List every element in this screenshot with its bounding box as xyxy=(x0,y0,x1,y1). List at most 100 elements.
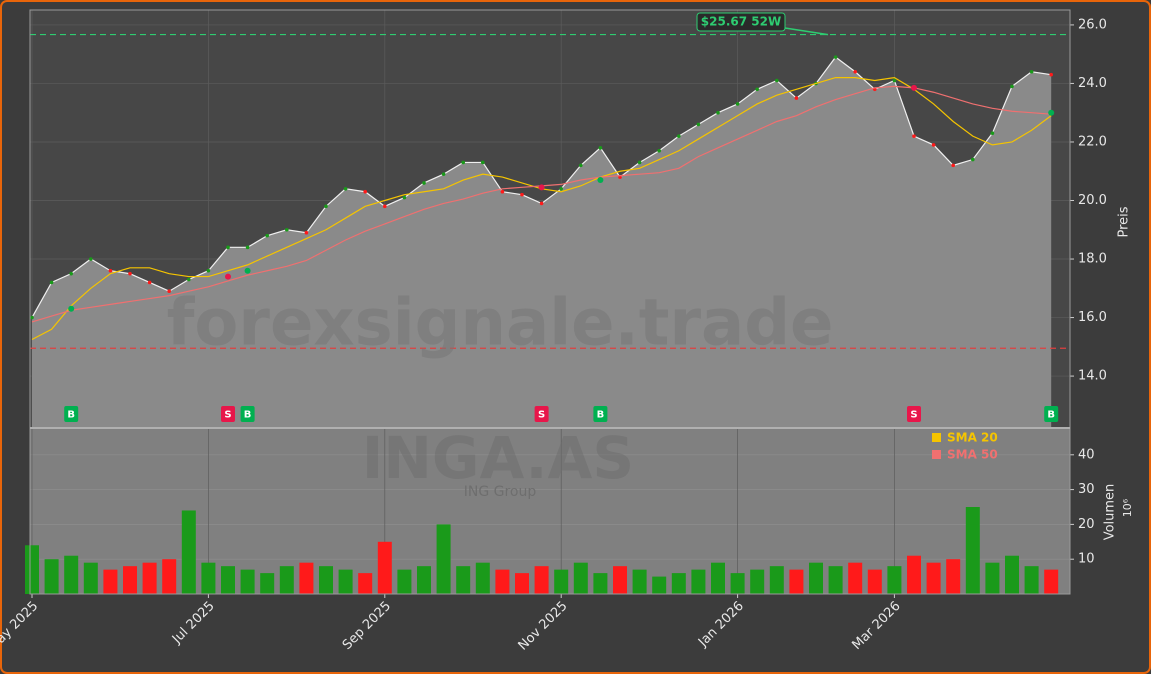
volume-scale-label: 10⁶ xyxy=(1121,498,1134,517)
signal-point xyxy=(244,267,251,274)
close-point xyxy=(951,163,955,168)
volume-bar xyxy=(279,566,294,594)
legend-label: SMA 20 xyxy=(947,431,998,445)
volume-bar xyxy=(691,569,706,594)
volume-bar xyxy=(946,559,961,594)
signal-badge xyxy=(221,406,235,422)
close-point xyxy=(657,148,661,153)
volume-bar xyxy=(887,566,902,594)
volume-bar xyxy=(1044,569,1059,594)
close-point xyxy=(716,110,720,115)
close-point xyxy=(69,271,73,276)
volume-bar xyxy=(809,562,823,594)
volume-bar xyxy=(985,562,1000,594)
close-point xyxy=(265,233,270,238)
y-tick-label: 22.0 xyxy=(1078,134,1107,149)
signal-badge xyxy=(1044,406,1059,422)
close-point xyxy=(912,134,916,138)
volume-bar xyxy=(64,555,79,594)
volume-bar xyxy=(358,573,373,594)
y-tick-label: 20 xyxy=(1078,517,1095,532)
close-point xyxy=(481,160,485,165)
y-tick-label: 40 xyxy=(1078,447,1095,462)
close-point xyxy=(735,102,740,106)
close-point xyxy=(441,172,446,176)
signal-label: S xyxy=(538,410,545,421)
legend-swatch xyxy=(932,450,941,459)
close-point xyxy=(520,192,524,197)
close-point xyxy=(500,189,505,194)
y-tick-label: 10 xyxy=(1078,552,1095,567)
signal-badge xyxy=(240,406,255,422)
volume-bar xyxy=(44,559,59,594)
close-point xyxy=(49,280,54,285)
volume-bar xyxy=(475,562,490,594)
close-point xyxy=(324,204,328,209)
y-tick-label: 18.0 xyxy=(1078,252,1107,267)
volume-bar xyxy=(221,566,235,594)
close-point xyxy=(128,271,132,276)
close-point xyxy=(971,157,975,162)
close-point xyxy=(539,201,544,206)
close-point xyxy=(559,186,563,191)
close-point xyxy=(1010,84,1014,89)
close-point xyxy=(285,227,289,232)
volume-bar xyxy=(181,510,196,594)
legend-label: SMA 50 xyxy=(947,448,998,462)
y-tick-label: 24.0 xyxy=(1078,76,1107,91)
volume-bar xyxy=(750,569,765,594)
close-point xyxy=(147,280,152,285)
close-point xyxy=(402,195,407,200)
volume-bar xyxy=(867,569,882,594)
signal-point xyxy=(225,273,231,280)
close-point xyxy=(245,245,250,250)
signal-badge xyxy=(593,406,608,422)
close-point xyxy=(677,134,681,138)
volume-bar xyxy=(828,566,843,594)
signal-point xyxy=(68,305,75,312)
volume-bar xyxy=(730,573,745,594)
close-point xyxy=(794,96,799,100)
close-point xyxy=(598,146,603,150)
volume-bar xyxy=(534,566,549,594)
volume-bar xyxy=(711,562,725,594)
close-point xyxy=(696,122,701,127)
volume-bar xyxy=(652,576,667,594)
signal-point xyxy=(911,84,917,91)
close-point xyxy=(167,289,171,294)
volume-bar xyxy=(142,562,157,594)
volume-bar xyxy=(338,569,353,594)
watermark: forexsignale.trade xyxy=(167,287,834,361)
volume-bar xyxy=(103,569,118,594)
close-point xyxy=(383,204,387,209)
close-point xyxy=(1049,72,1053,77)
volume-axis-label: Volumen xyxy=(1103,484,1118,541)
volume-bar xyxy=(965,506,980,594)
price-axis-label: Preis xyxy=(1117,206,1132,237)
close-point xyxy=(853,69,857,74)
volume-bar xyxy=(848,562,863,594)
volume-bar xyxy=(162,559,177,594)
close-point xyxy=(990,131,995,135)
close-point xyxy=(108,268,113,273)
signal-label: B xyxy=(244,410,252,421)
signal-badge xyxy=(64,406,79,422)
volume-bar xyxy=(123,566,137,594)
y-tick-label: 14.0 xyxy=(1078,369,1107,384)
volume-bar xyxy=(789,569,804,594)
high-52w-box xyxy=(696,12,786,32)
volume-bar xyxy=(769,566,784,594)
signal-label: S xyxy=(224,410,231,421)
volume-bar xyxy=(613,566,627,594)
signal-badge xyxy=(907,406,921,422)
volume-bar xyxy=(299,562,314,594)
volume-bar xyxy=(417,566,431,594)
signal-label: B xyxy=(597,410,605,421)
close-point xyxy=(363,189,368,194)
volume-bar xyxy=(907,555,921,594)
price-area xyxy=(32,57,1052,428)
volume-bar xyxy=(671,573,686,594)
high-52w-arrow xyxy=(784,27,829,36)
company-watermark: ING Group xyxy=(464,484,537,500)
